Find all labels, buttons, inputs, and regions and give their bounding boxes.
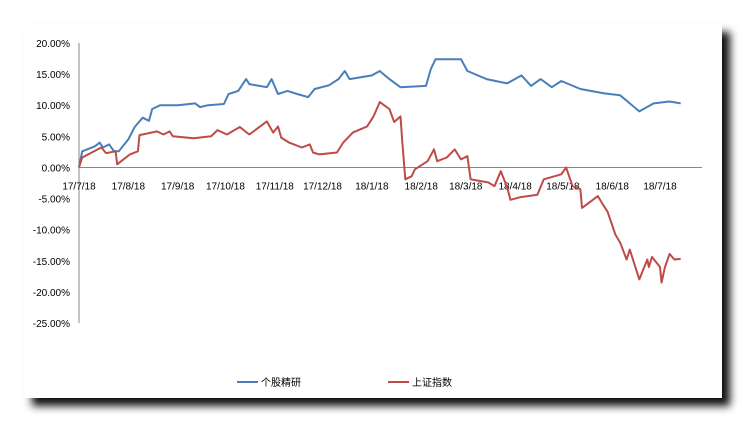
x-tick-label: 18/5/18 — [546, 181, 580, 192]
x-tick-label: 17/10/18 — [206, 181, 245, 192]
y-axis: 20.00% 15.00% 10.00% 5.00% 0.00% -5.00% -10.00… — [33, 39, 80, 330]
plot-area — [78, 58, 681, 284]
x-tick-label: 18/3/18 — [449, 181, 483, 192]
y-tick-label: -25.00% — [33, 319, 70, 330]
y-tick-label: 10.00% — [36, 101, 70, 112]
y-tick-label: -15.00% — [33, 257, 70, 268]
series-line-1 — [78, 58, 681, 168]
line-chart: 20.00% 15.00% 10.00% 5.00% 0.00% -5.00% -10.00… — [33, 39, 702, 389]
x-tick-label: 18/2/18 — [405, 181, 439, 192]
x-tick-label: 17/8/18 — [112, 181, 146, 192]
x-tick-label: 18/1/18 — [355, 181, 389, 192]
y-tick-label: -20.00% — [33, 288, 70, 299]
x-axis: 17/7/18 17/8/18 17/9/18 17/10/18 17/11/18 17/… — [62, 166, 702, 192]
x-tick-label: 17/11/18 — [256, 181, 295, 192]
chart-panel: 20.00% 15.00% 10.00% 5.00% 0.00% -5.00% -10.00… — [24, 24, 722, 398]
x-tick-label: 17/7/18 — [62, 181, 96, 192]
series-line-2 — [78, 101, 681, 284]
legend: 个股精研 上证指数 — [237, 376, 452, 389]
x-tick-label: 18/6/18 — [596, 181, 630, 192]
y-tick-label: 20.00% — [36, 39, 70, 50]
y-tick-label: -10.00% — [33, 226, 70, 237]
x-tick-label: 18/4/18 — [498, 181, 532, 192]
y-tick-label: 5.00% — [42, 132, 70, 143]
x-tick-label: 17/12/18 — [303, 181, 342, 192]
x-tick-label: 18/7/18 — [643, 181, 677, 192]
y-tick-label: 15.00% — [36, 70, 70, 81]
legend-label: 上证指数 — [412, 376, 452, 389]
y-tick-label: -5.00% — [38, 195, 70, 206]
y-tick-label: 0.00% — [42, 163, 70, 174]
legend-label: 个股精研 — [261, 376, 301, 389]
x-tick-label: 17/9/18 — [161, 181, 195, 192]
